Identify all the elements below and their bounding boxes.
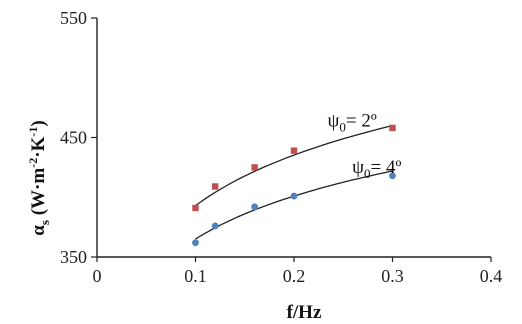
y-tick-label: 450 <box>60 128 87 148</box>
y-axis-units-end: ) <box>28 120 49 126</box>
data-point <box>251 164 258 171</box>
x-tick-label: 0.1 <box>184 266 207 286</box>
y-tick-label: 550 <box>60 8 87 28</box>
series-label: ψ0= 2º <box>327 110 376 134</box>
data-point <box>211 222 219 230</box>
y-axis-units-mid: ·K <box>28 136 49 157</box>
data-point <box>389 124 396 132</box>
data-point <box>290 192 298 200</box>
series-label: ψ0= 4º <box>352 157 401 181</box>
tick-labels: 350 450 550 0 0.1 0.2 0.3 0.4 <box>60 8 502 286</box>
y-axis-symbol-sub: s <box>37 220 52 225</box>
x-tick-label: 0.3 <box>381 266 404 286</box>
data-point <box>192 204 199 212</box>
axes <box>91 17 492 262</box>
x-tick-label: 0 <box>93 266 102 286</box>
data-point <box>290 147 298 154</box>
y-tick-label: 350 <box>60 247 87 267</box>
y-axis-units-sup2: -1 <box>26 127 40 137</box>
data-point <box>192 239 199 247</box>
data-point <box>212 183 219 190</box>
x-tick-label: 0.4 <box>480 266 503 286</box>
data-points <box>192 124 396 247</box>
series-annotations: ψ0= 2º ψ0= 4º <box>327 110 401 181</box>
trend-line <box>195 124 393 207</box>
data-point <box>389 172 396 180</box>
y-axis-units-sup1: -2 <box>26 158 40 168</box>
trend-line <box>195 170 393 240</box>
x-tick-label: 0.2 <box>283 266 306 286</box>
x-axis-label: f/Hz <box>287 302 322 323</box>
svg-text:αs (W·m-2·K-1): αs (W·m-2·K-1) <box>26 120 52 235</box>
data-point <box>251 203 258 211</box>
y-axis-label: αs (W·m-2·K-1) <box>26 120 52 235</box>
trend-lines <box>195 124 393 240</box>
y-axis-symbol: α <box>28 225 49 236</box>
y-axis-units: (W·m <box>28 168 49 216</box>
